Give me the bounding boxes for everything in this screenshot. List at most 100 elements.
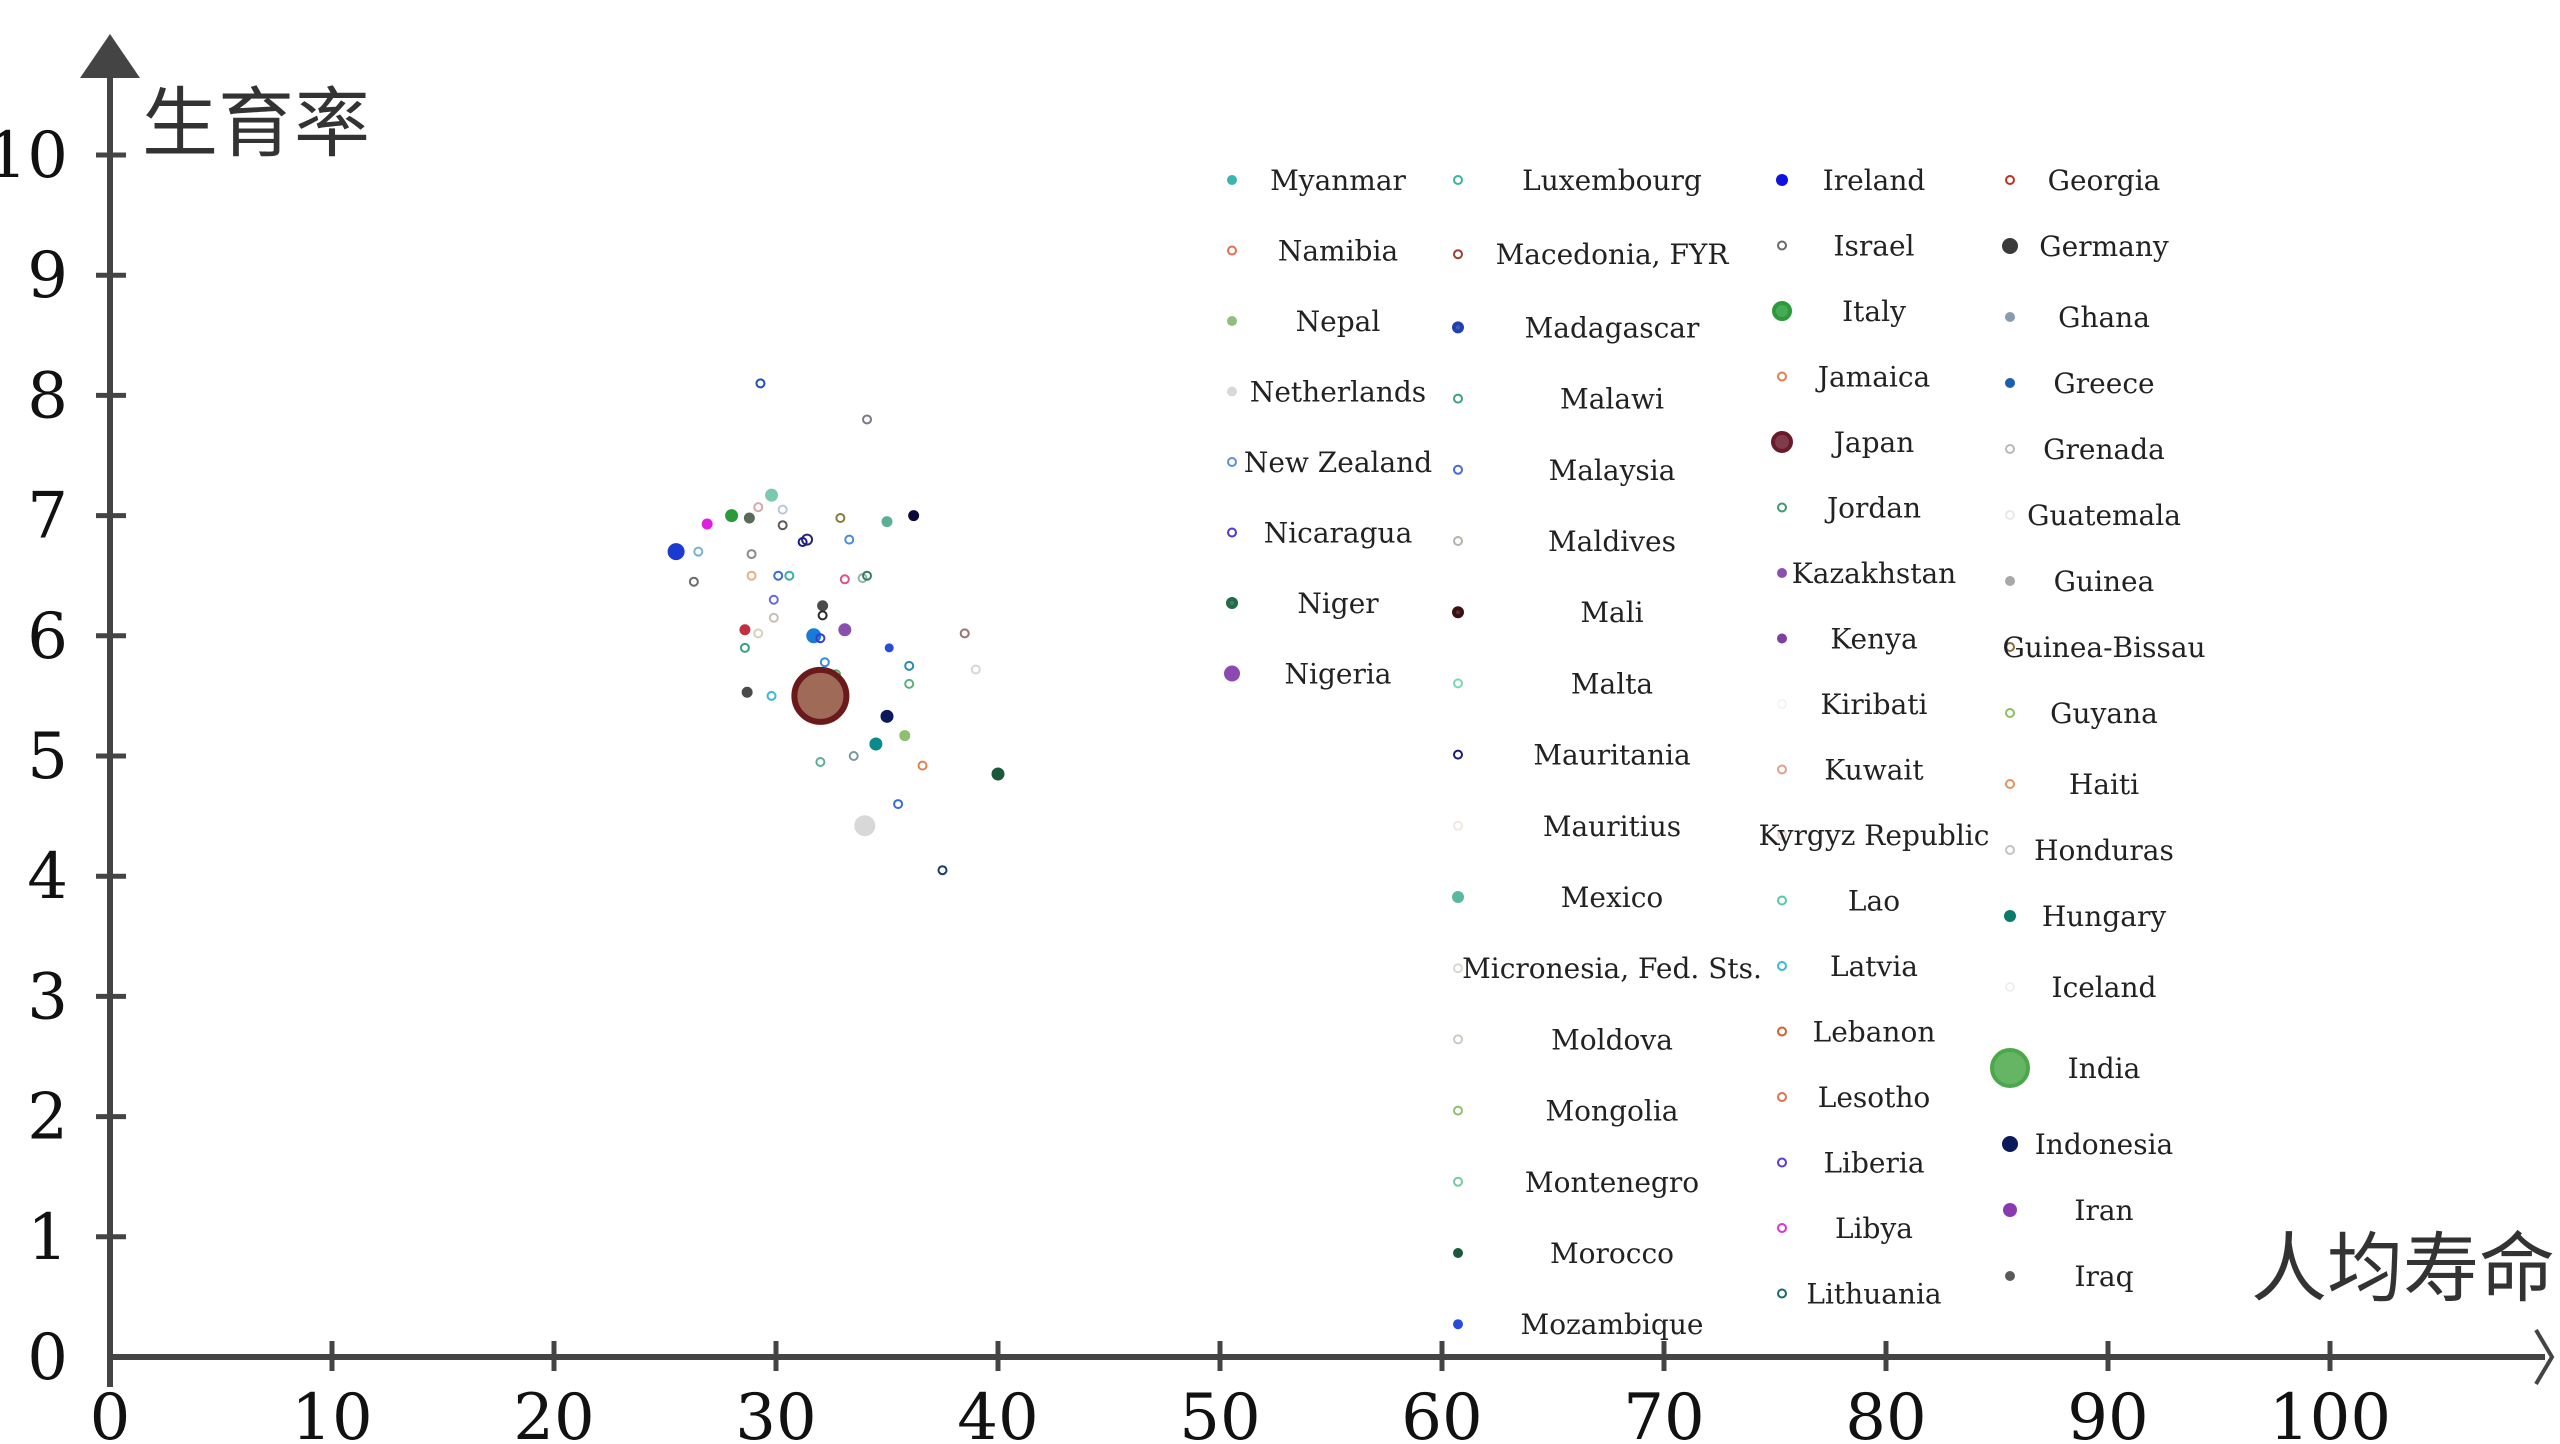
data-point <box>743 512 755 524</box>
legend-label: Lao <box>1848 885 1900 918</box>
legend-label: Malta <box>1571 667 1653 700</box>
legend-marker <box>1452 321 1464 334</box>
legend-marker <box>1227 386 1237 397</box>
data-point <box>884 643 894 653</box>
legend-marker <box>1777 1092 1787 1102</box>
legend-label: Madagascar <box>1525 311 1700 344</box>
legend-label: Kuwait <box>1824 754 1924 787</box>
x-tick-label: 90 <box>2067 1381 2148 1440</box>
legend-label: Grenada <box>2043 433 2165 466</box>
legend-label: Kenya <box>1830 623 1917 656</box>
legend-label: Malaysia <box>1549 454 1676 487</box>
legend-marker <box>1771 431 1793 453</box>
legend-marker <box>2005 779 2015 789</box>
legend-label: Netherlands <box>1250 376 1426 409</box>
y-tick-label: 9 <box>27 239 68 313</box>
legend-label: Malawi <box>1560 383 1664 416</box>
data-point <box>746 549 757 560</box>
legend-marker <box>1453 678 1463 689</box>
legend-marker <box>1224 665 1240 682</box>
legend-marker <box>1453 393 1463 404</box>
legend-label: Ireland <box>1823 164 1926 197</box>
legend-marker <box>1777 1288 1787 1299</box>
data-point <box>917 760 928 771</box>
legend-marker <box>2005 708 2015 718</box>
legend-label: Moldova <box>1551 1023 1673 1056</box>
legend-marker <box>1452 891 1464 903</box>
legend-marker <box>2005 510 2015 520</box>
legend-marker <box>1453 464 1463 475</box>
legend-marker <box>2005 982 2015 992</box>
legend-marker <box>2005 175 2015 185</box>
legend-marker <box>1453 536 1463 546</box>
legend-marker <box>1453 963 1463 974</box>
data-point <box>893 799 904 810</box>
legend-marker <box>1453 175 1463 185</box>
y-axis-label: 生育率 <box>142 79 370 168</box>
legend-marker <box>1452 606 1464 619</box>
x-tick-label: 0 <box>90 1381 131 1440</box>
legend-label: Montenegro <box>1525 1166 1699 1199</box>
legend-marker <box>1772 301 1792 321</box>
data-point <box>815 757 826 768</box>
legend-marker <box>2005 444 2015 454</box>
legend-marker <box>1453 1105 1463 1116</box>
legend-label: Ghana <box>2058 301 2150 334</box>
legend-marker <box>2005 845 2015 855</box>
legend-label: Italy <box>1842 295 1906 328</box>
legend-marker <box>1227 245 1237 256</box>
x-tick-label: 10 <box>291 1381 372 1440</box>
legend-label: Germany <box>2039 230 2169 263</box>
data-point <box>693 546 704 557</box>
data-point <box>869 737 883 751</box>
legend-label: Japan <box>1831 426 1915 459</box>
y-tick-label: 0 <box>27 1321 68 1395</box>
data-point <box>817 600 829 612</box>
y-tick-label: 3 <box>27 960 68 1034</box>
data-point <box>817 610 828 621</box>
legend-label: Indonesia <box>2035 1128 2174 1161</box>
data-point <box>854 815 876 837</box>
legend-marker <box>2002 238 2018 254</box>
data-point <box>725 509 739 523</box>
legend-label: Niger <box>1297 587 1379 620</box>
legend-marker <box>1226 597 1238 609</box>
data-point <box>937 865 948 876</box>
legend-label: Iceland <box>2052 971 2157 1004</box>
y-tick-label: 1 <box>27 1201 68 1275</box>
data-point <box>881 516 893 528</box>
legend-label: Liberia <box>1823 1147 1924 1180</box>
legend-label: Macedonia, FYR <box>1496 238 1730 271</box>
legend-label: Kyrgyz Republic <box>1759 819 1990 852</box>
data-point <box>688 576 699 587</box>
legend-marker <box>1453 1248 1463 1258</box>
legend-label: Kiribati <box>1820 688 1927 721</box>
legend-marker <box>1777 830 1787 840</box>
legend-marker <box>1777 764 1787 775</box>
legend-marker <box>1453 249 1463 260</box>
data-point <box>848 751 859 761</box>
x-tick-label: 40 <box>957 1381 1038 1440</box>
legend-label: Maldives <box>1548 525 1676 558</box>
data-point <box>753 502 764 513</box>
legend-label: Micronesia, Fed. Sts. <box>1462 952 1762 985</box>
legend-marker <box>1777 240 1787 251</box>
data-point <box>815 633 826 644</box>
data-point <box>791 666 850 725</box>
legend-marker <box>2003 1203 2017 1217</box>
legend-marker <box>2004 910 2016 922</box>
data-point <box>765 488 779 502</box>
legend-label: Honduras <box>2034 834 2174 867</box>
legend-marker <box>2005 576 2015 586</box>
legend-label: Guinea <box>2054 565 2155 598</box>
legend-label: Jamaica <box>1815 361 1931 394</box>
legend-marker <box>2005 642 2015 652</box>
legend-label: Guinea-Bissau <box>2002 631 2205 664</box>
data-point <box>741 686 753 698</box>
legend-label: Nepal <box>1296 305 1381 338</box>
data-point <box>991 767 1005 781</box>
y-tick-label: 10 <box>0 119 68 193</box>
legend-label: Guatemala <box>2027 499 2181 532</box>
data-point <box>746 570 757 581</box>
